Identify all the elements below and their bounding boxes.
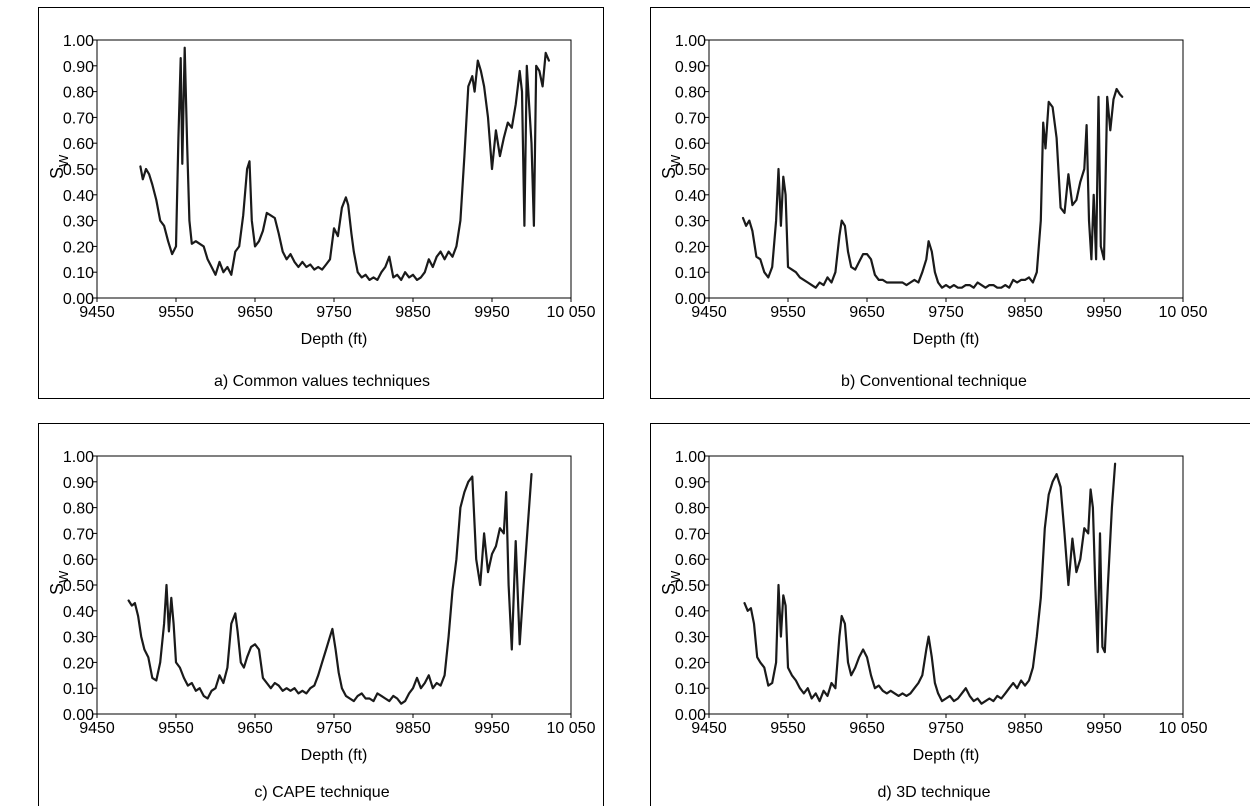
x-axis-label: Depth (ft)	[301, 331, 368, 348]
chart-panel-conventional: b) Conventional technique 0.00 0.10 0.20 0.…	[650, 7, 1250, 399]
x-axis-label: Depth (ft)	[913, 331, 980, 348]
plot-area	[96, 455, 572, 715]
y-axis-label: SW	[659, 154, 683, 179]
y-tick-label: 0.80	[675, 85, 706, 102]
x-tick-label: 9450	[691, 304, 727, 321]
chart-panel-cape: c) CAPE technique 0.00 0.10 0.20 0.30 0.40 0.…	[38, 423, 604, 806]
x-tick-label: 9850	[395, 720, 431, 737]
y-tick-label: 0.00	[63, 707, 94, 724]
chart-svg: c) CAPE technique 0.00 0.10 0.20 0.30 0.40 0.…	[47, 449, 596, 801]
y-tick-label: 0.10	[675, 265, 706, 282]
y-tick-label: 0.60	[63, 136, 94, 153]
y-tick-label: 0.00	[675, 707, 706, 724]
chart-svg: d) 3D technique 0.00 0.10 0.20 0.30 0.40 0.50…	[659, 449, 1208, 801]
y-tick-label: 0.60	[63, 552, 94, 569]
y-tick-label: 0.30	[675, 214, 706, 231]
y-tick-label: 0.10	[63, 265, 94, 282]
x-axis-label: Depth (ft)	[913, 747, 980, 764]
y-tick-label: 0.30	[63, 630, 94, 647]
y-tick-label: 0.40	[675, 188, 706, 205]
x-tick-label: 9650	[849, 304, 885, 321]
x-tick-label: 10 050	[1159, 720, 1208, 737]
y-tick-label: 0.70	[675, 526, 706, 543]
x-tick-label: 9750	[316, 720, 352, 737]
y-tick-label: 1.00	[675, 33, 706, 50]
y-tick-label: 0.90	[63, 59, 94, 76]
plot-area	[708, 39, 1184, 299]
plot-area	[96, 39, 572, 299]
x-tick-label: 9750	[316, 304, 352, 321]
y-tick-label: 0.80	[63, 501, 94, 518]
x-tick-label: 9650	[237, 304, 273, 321]
y-tick-label: 0.50	[675, 162, 706, 179]
chart-panel-3d: d) 3D technique 0.00 0.10 0.20 0.30 0.40 0.50…	[650, 423, 1250, 806]
x-tick-label: 9550	[770, 720, 806, 737]
x-tick-label: 9550	[770, 304, 806, 321]
y-tick-label: 0.10	[63, 681, 94, 698]
x-tick-label: 9950	[1086, 304, 1122, 321]
y-tick-label: 0.50	[63, 162, 94, 179]
y-tick-label: 0.70	[63, 526, 94, 543]
y-axis-label: SW	[47, 154, 71, 179]
y-tick-label: 0.30	[675, 630, 706, 647]
x-axis-label: Depth (ft)	[301, 747, 368, 764]
y-tick-label: 1.00	[675, 449, 706, 466]
y-tick-label: 0.70	[63, 110, 94, 127]
x-tick-label: 10 050	[1159, 304, 1208, 321]
series-line-sw	[127, 472, 533, 705]
y-tick-label: 0.20	[63, 655, 94, 672]
y-tick-label: 0.60	[675, 552, 706, 569]
x-tick-label: 9750	[928, 304, 964, 321]
y-axis-label: SW	[659, 570, 683, 595]
x-tick-label: 9450	[79, 304, 115, 321]
y-tick-label: 1.00	[63, 449, 94, 466]
chart-caption: a) Common values techniques	[214, 373, 430, 390]
y-tick-label: 0.70	[675, 110, 706, 127]
x-tick-label: 10 050	[547, 304, 596, 321]
y-tick-label: 0.50	[63, 578, 94, 595]
x-tick-label: 9550	[158, 720, 194, 737]
chart-panel-common-values: a) Common values techniques 0.00 0.10 0.20…	[38, 7, 604, 399]
series-line-sw	[139, 46, 550, 281]
y-tick-label: 1.00	[63, 33, 94, 50]
x-tick-label: 9850	[1007, 720, 1043, 737]
series-line-sw	[743, 462, 1117, 705]
y-tick-label: 0.20	[63, 239, 94, 256]
x-tick-label: 9650	[237, 720, 273, 737]
y-tick-label: 0.20	[675, 239, 706, 256]
y-tick-label: 0.90	[675, 475, 706, 492]
x-tick-label: 9450	[691, 720, 727, 737]
y-tick-label: 0.10	[675, 681, 706, 698]
x-tick-label: 9950	[474, 304, 510, 321]
y-tick-label: 0.60	[675, 136, 706, 153]
x-tick-label: 9550	[158, 304, 194, 321]
y-tick-label: 0.30	[63, 214, 94, 231]
y-tick-label: 0.00	[675, 291, 706, 308]
chart-caption: b) Conventional technique	[841, 373, 1027, 390]
x-tick-label: 9950	[474, 720, 510, 737]
x-tick-label: 9850	[1007, 304, 1043, 321]
y-tick-label: 0.80	[675, 501, 706, 518]
x-tick-label: 9650	[849, 720, 885, 737]
y-tick-label: 0.80	[63, 85, 94, 102]
y-tick-label: 0.50	[675, 578, 706, 595]
x-tick-label: 9750	[928, 720, 964, 737]
x-tick-label: 9950	[1086, 720, 1122, 737]
y-tick-label: 0.00	[63, 291, 94, 308]
chart-svg: a) Common values techniques 0.00 0.10 0.20…	[47, 33, 596, 390]
y-tick-label: 0.90	[675, 59, 706, 76]
chart-svg: b) Conventional technique 0.00 0.10 0.20 0.…	[659, 33, 1208, 390]
series-line-sw	[741, 87, 1124, 289]
y-axis-label: SW	[47, 570, 71, 595]
y-tick-label: 0.40	[63, 188, 94, 205]
x-tick-label: 10 050	[547, 720, 596, 737]
x-tick-label: 9450	[79, 720, 115, 737]
chart-caption: d) 3D technique	[878, 784, 991, 801]
x-tick-label: 9850	[395, 304, 431, 321]
y-tick-label: 0.90	[63, 475, 94, 492]
chart-caption: c) CAPE technique	[254, 784, 389, 801]
y-tick-label: 0.20	[675, 655, 706, 672]
y-tick-label: 0.40	[675, 604, 706, 621]
y-tick-label: 0.40	[63, 604, 94, 621]
